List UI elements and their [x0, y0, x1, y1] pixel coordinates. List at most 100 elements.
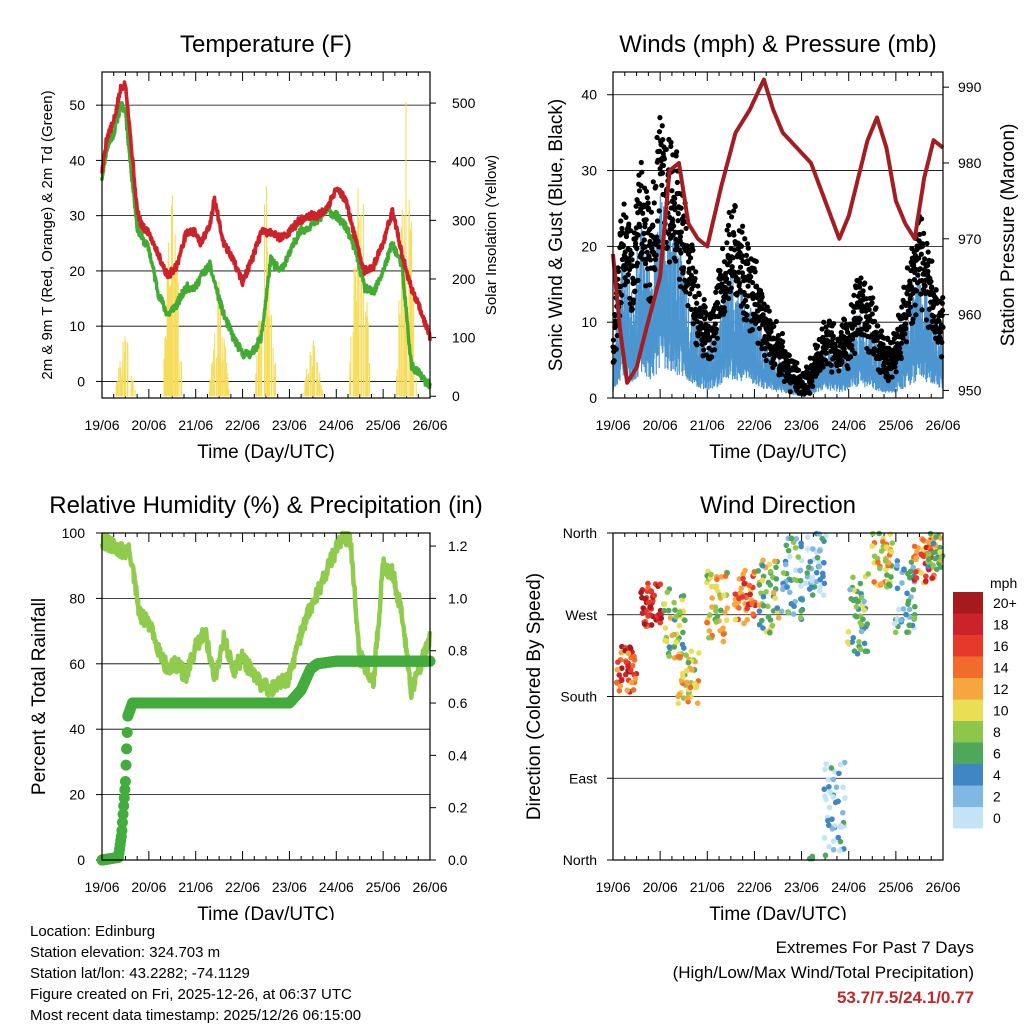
direction-point: [759, 577, 766, 584]
direction-point: [898, 617, 904, 623]
gust-point: [652, 266, 658, 273]
gust-point: [613, 346, 619, 352]
temperature-ytick-label: 0: [77, 373, 85, 389]
direction-point: [628, 679, 635, 686]
winds-xtick-label: 24/06: [831, 417, 866, 433]
gust-point: [722, 308, 728, 315]
winds-ytick-right-label: 950: [958, 382, 982, 398]
direction-point: [913, 575, 920, 581]
direction-point: [630, 687, 637, 693]
humidity-panel: Relative Humidity (%) & Precipitation (i…: [29, 492, 483, 920]
gust-point: [633, 240, 639, 246]
direction-xtick-label: 22/06: [737, 879, 772, 895]
gust-point: [728, 285, 734, 291]
direction-point: [722, 609, 728, 616]
direction-point: [763, 589, 769, 595]
gust-point: [778, 371, 784, 377]
direction-point: [823, 796, 829, 803]
gust-point: [850, 309, 857, 315]
temperature-xlabel: Time (Day/UTC): [197, 442, 335, 463]
direction-xtick-label: 25/06: [878, 879, 913, 895]
direction-point: [645, 613, 651, 619]
gust-point: [645, 200, 651, 206]
temperature-ytick-right-label: 200: [452, 271, 476, 287]
direction-point: [920, 552, 926, 559]
winds-xtick-label: 20/06: [643, 417, 678, 433]
humidity-border: [101, 532, 431, 861]
gust-point: [763, 357, 769, 364]
direction-point: [804, 570, 811, 576]
gust-point: [936, 318, 942, 324]
gust-point: [729, 264, 735, 270]
gust-point: [885, 378, 891, 384]
gust-point: [728, 214, 735, 220]
direction-point: [906, 606, 913, 613]
direction-point: [797, 596, 804, 602]
gust-point: [903, 315, 909, 321]
temperature-ytick-label: 30: [69, 208, 85, 224]
direction-point: [936, 544, 943, 551]
direction-point: [615, 659, 621, 665]
gust-point: [787, 389, 793, 395]
gust-point: [620, 242, 626, 248]
winds-title: Winds (mph) & Pressure (mb): [619, 31, 936, 58]
gust-point: [724, 276, 730, 282]
direction-point: [706, 628, 713, 634]
gust-point: [711, 347, 718, 353]
direction-point: [817, 584, 823, 590]
gust-point: [727, 258, 733, 264]
direction-point: [613, 679, 620, 686]
direction-point: [665, 607, 672, 614]
direction-point: [864, 621, 871, 627]
direction-point: [816, 531, 823, 537]
direction-point: [720, 638, 727, 645]
gust-point: [752, 269, 758, 275]
direction-point: [755, 568, 762, 574]
gust-point: [739, 270, 746, 276]
direction-point: [661, 601, 668, 607]
direction-point: [770, 589, 777, 596]
direction-point: [856, 639, 862, 645]
legend-label: 8: [993, 724, 1001, 740]
direction-point: [821, 559, 827, 566]
direction-xtick-label: 26/06: [925, 879, 960, 895]
gust-point: [939, 312, 945, 319]
gust-point: [623, 264, 629, 270]
gust-point: [669, 188, 675, 194]
direction-point: [713, 619, 719, 625]
gust-point: [648, 209, 655, 215]
gust-point: [892, 364, 898, 370]
direction-point: [842, 795, 848, 801]
gust-point: [672, 195, 678, 201]
winds-ytick-label: 40: [581, 87, 597, 103]
direction-point: [891, 620, 898, 627]
direction-point: [714, 576, 720, 583]
gust-point: [899, 304, 905, 310]
direction-point: [647, 604, 653, 611]
direction-point: [662, 625, 669, 631]
direction-point: [708, 583, 715, 590]
direction-point: [821, 835, 828, 841]
gust-point: [739, 253, 745, 260]
direction-point: [798, 557, 805, 564]
gust-point: [688, 272, 695, 279]
direction-point: [717, 607, 724, 614]
direction-point: [645, 580, 651, 587]
gust-point: [661, 156, 667, 162]
gust-point: [860, 288, 866, 294]
gust-point: [692, 276, 698, 282]
direction-point: [805, 564, 812, 571]
legend-label: 6: [993, 746, 1001, 762]
gust-point: [819, 326, 825, 332]
direction-point: [627, 645, 634, 652]
gust-point: [921, 230, 927, 236]
direction-point: [687, 684, 694, 691]
gust-point: [619, 292, 625, 298]
gust-point: [916, 255, 922, 261]
direction-point: [809, 546, 816, 552]
direction-point: [797, 577, 804, 584]
direction-point: [675, 653, 681, 660]
gust-point: [659, 170, 666, 176]
gust-point: [744, 312, 750, 318]
direction-point: [857, 580, 864, 587]
